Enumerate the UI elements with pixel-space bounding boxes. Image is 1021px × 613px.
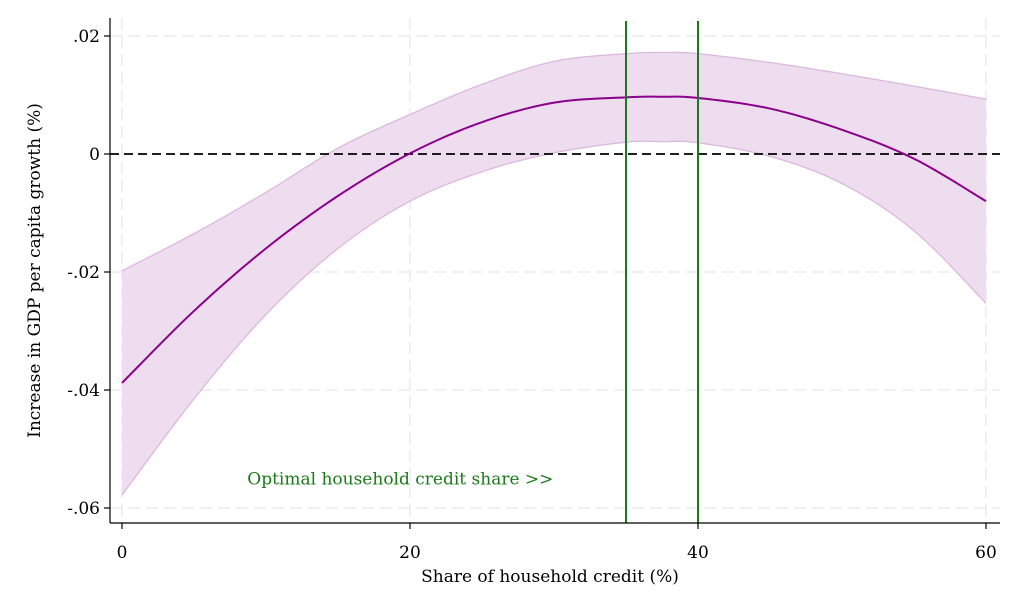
x-axis-title: Share of household credit (%) (421, 567, 679, 587)
y-tick-label: -.02 (67, 263, 100, 283)
tick-labels-layer: -.06 -.04 -.02 0 .02 0 20 40 60 (67, 27, 997, 563)
confidence-band (122, 52, 986, 496)
y-tick-label: -.04 (67, 381, 100, 401)
y-axis-title: Increase in GDP per capita growth (%) (25, 103, 45, 438)
annotation-text: Optimal household credit share >> (247, 470, 553, 490)
axes-layer (104, 18, 1000, 529)
estimate-line (121, 95, 987, 384)
confidence-band-layer (121, 51, 987, 496)
y-tick-label: 0 (89, 145, 100, 165)
x-tick-label: 20 (399, 543, 421, 563)
optimal-range-lines-layer (625, 21, 699, 523)
y-tick-label: -.06 (67, 499, 100, 519)
x-tick-label: 40 (687, 543, 709, 563)
x-tick-label: 0 (117, 543, 128, 563)
confidence-band-upper-edge (121, 51, 987, 272)
confidence-band-lower-edge (121, 140, 987, 496)
y-tick-label: .02 (73, 27, 100, 47)
estimate-line-layer (121, 95, 987, 384)
x-tick-label: 60 (975, 543, 997, 563)
